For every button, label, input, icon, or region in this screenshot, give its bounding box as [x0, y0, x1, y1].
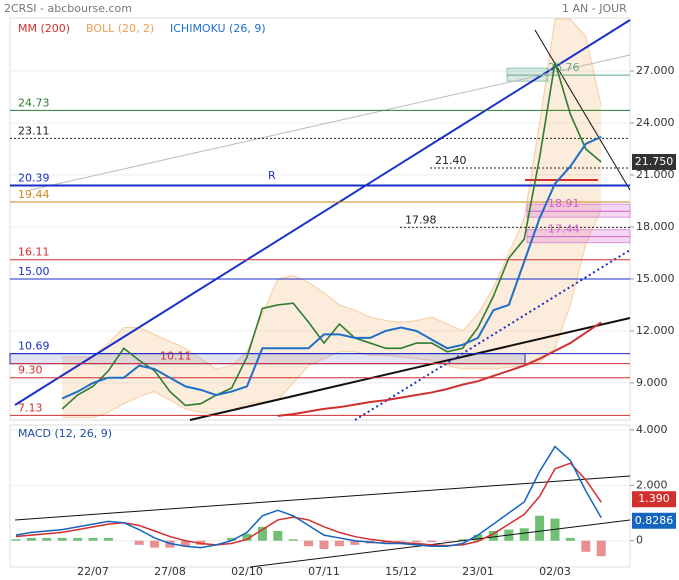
level-label: 10.11: [160, 350, 192, 363]
level-label: 9.30: [18, 364, 43, 377]
x-tick-label: 07/11: [308, 565, 340, 578]
histogram-bar: [257, 526, 267, 541]
legend-mm: MM (200): [18, 22, 70, 35]
histogram-bar: [565, 537, 575, 541]
legend-ichimoku: ICHIMOKU (26, 9): [170, 22, 266, 35]
y-tick-label: 24.000: [636, 116, 675, 129]
trend-line: [249, 519, 631, 568]
x-tick-label: 22/07: [77, 565, 109, 578]
histogram-bar: [73, 537, 83, 541]
histogram-bar: [26, 537, 36, 541]
value-tag: [632, 512, 676, 529]
y-tick-label: 12.000: [636, 324, 675, 337]
histogram-bar: [581, 540, 591, 552]
histogram-bar: [334, 540, 344, 547]
histogram-bar: [227, 537, 237, 541]
histogram-bar: [519, 528, 529, 541]
y-tick-label: 4.000: [636, 423, 668, 436]
indicator-line: [61, 135, 602, 400]
histogram-bar: [488, 531, 498, 541]
level-label: 10.69: [18, 340, 50, 353]
y-tick-label: 15.000: [636, 272, 675, 285]
histogram-bar: [535, 515, 545, 541]
trend-line: [14, 19, 631, 406]
source: 2CRSI - abcbourse.com: [4, 2, 132, 15]
bollinger-upper: [62, 18, 602, 370]
histogram-bar: [458, 539, 468, 541]
histogram-bar: [319, 540, 329, 550]
level-label: 20.39: [18, 172, 50, 185]
x-tick-label: 15/12: [385, 565, 417, 578]
y-tick-label: 0: [636, 534, 643, 547]
bollinger-lower: [62, 209, 602, 419]
histogram-bar: [42, 537, 52, 541]
macd-title: MACD (12, 26, 9): [18, 427, 112, 440]
indicator-line: [277, 321, 602, 417]
annotation: R: [268, 169, 276, 182]
level-label: 24.73: [18, 96, 50, 109]
trend-line: [354, 249, 631, 421]
y-tick-label: 18.000: [636, 220, 675, 233]
histogram-bar: [473, 534, 483, 541]
trend-line: [29, 54, 631, 191]
trend-line: [189, 317, 631, 421]
level-label: 17.44: [548, 223, 580, 236]
signal-line: [15, 462, 602, 547]
x-tick-label: 02/10: [231, 565, 263, 578]
price-tag-label: 21.750: [635, 155, 674, 168]
histogram-bar: [88, 537, 98, 541]
histogram-bar: [442, 540, 452, 542]
price-tag: [632, 153, 676, 170]
macd-line: [15, 445, 602, 549]
x-tick-label: 27/08: [154, 565, 186, 578]
value-tag-label: 0.8286: [635, 514, 674, 527]
level-label: 23.11: [18, 124, 50, 137]
histogram-bar: [427, 540, 437, 543]
histogram-bar: [11, 539, 21, 541]
histogram-bar: [350, 540, 360, 545]
histogram-bar: [396, 540, 406, 542]
histogram-bar: [411, 540, 421, 543]
histogram-bar: [57, 537, 67, 541]
period: 1 AN - JOUR: [562, 2, 627, 15]
level-label: 17.98: [405, 213, 437, 226]
legend-boll: BOLL (20, 2): [86, 22, 154, 35]
value-tag: [632, 491, 676, 508]
x-tick-label: 02/03: [539, 565, 571, 578]
level-label: 15.00: [18, 265, 50, 278]
y-tick-label: 27.000: [636, 64, 675, 77]
value-tag-label: 1.390: [638, 492, 670, 505]
histogram-bar: [242, 533, 252, 541]
histogram-bar: [150, 540, 160, 548]
trend-line: [14, 475, 631, 521]
y-tick-label: 21.000: [636, 168, 675, 181]
histogram-bar: [180, 540, 190, 547]
level-label: 7.13: [18, 401, 43, 414]
y-tick-label: 2.000: [636, 478, 668, 491]
histogram-bar: [596, 540, 606, 557]
histogram-bar: [288, 539, 298, 541]
y-tick-label: 9.000: [636, 376, 668, 389]
level-label: 21.40: [435, 154, 467, 167]
histogram-bar: [304, 540, 314, 547]
level-label: 18.91: [548, 197, 580, 210]
histogram-bar: [273, 531, 283, 541]
level-label: 19.44: [18, 188, 50, 201]
level-label: 16.11: [18, 246, 50, 259]
histogram-bar: [134, 540, 144, 545]
x-tick-label: 23/01: [462, 565, 494, 578]
histogram-bar: [103, 537, 113, 541]
